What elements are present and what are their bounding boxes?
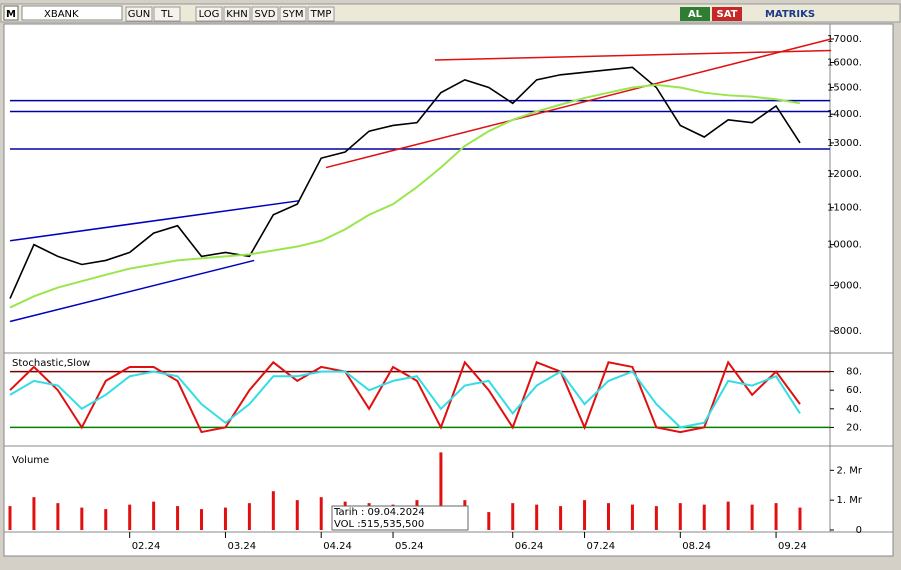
- trend-line: [325, 38, 832, 169]
- toolbar-button-label: SYM: [282, 9, 303, 20]
- series-line: [9, 66, 801, 299]
- toolbar-button[interactable]: [125, 6, 153, 22]
- volume-bar: [271, 491, 275, 530]
- y-tick-label: 20.: [846, 422, 862, 433]
- volume-bar: [56, 503, 60, 530]
- date-axis-bg: [3, 531, 894, 557]
- y-tick-label: 13000.: [827, 138, 862, 149]
- toolbar-button-label: SVD: [255, 9, 276, 20]
- buy-button[interactable]: [680, 7, 710, 21]
- tooltip-date: Tarih : 09.04.2024: [333, 507, 425, 518]
- x-tick-label: 06.24: [515, 541, 544, 552]
- y-tick-label: 14000.: [827, 109, 862, 120]
- volume-bar: [750, 504, 754, 530]
- volume-bar: [319, 497, 323, 530]
- volume-bar: [32, 497, 36, 530]
- y-tick-label: 60.: [846, 385, 862, 396]
- volume-bar: [654, 506, 658, 530]
- toolbar-button[interactable]: [251, 6, 279, 22]
- buy-label: AL: [688, 9, 703, 20]
- y-tick-label: 12000.: [827, 169, 862, 180]
- volume-bar: [104, 509, 108, 530]
- trend-line: [9, 199, 300, 242]
- tooltip-volume: VOL :515,535,500: [334, 519, 424, 530]
- trend-line: [434, 49, 832, 61]
- toolbar-button[interactable]: [195, 6, 223, 22]
- y-tick-label: 16000.: [827, 57, 862, 68]
- logo-box: [3, 5, 19, 21]
- toolbar-button-label: KHN: [226, 9, 248, 20]
- y-tick-label: 1. Mr: [837, 495, 863, 506]
- volume-bar: [80, 507, 84, 530]
- toolbar-buttons: GUN TL LOG KHN SVD SYM TMP: [125, 6, 335, 22]
- series-line: [9, 360, 801, 434]
- sell-label: SAT: [717, 9, 738, 20]
- y-tick-label: 15000.: [827, 82, 862, 93]
- volume-bar: [798, 507, 802, 530]
- pane-title: Volume: [12, 455, 49, 466]
- y-tick-label: 2. Mr: [837, 465, 863, 476]
- y-tick-label: 17000.: [827, 34, 862, 45]
- trend-line: [9, 259, 255, 323]
- x-tick-label: 04.24: [323, 541, 352, 552]
- volume-bar: [200, 509, 204, 530]
- volume-bar: [702, 504, 706, 530]
- toolbar-button-label: TL: [160, 9, 173, 20]
- plot-bg: [3, 23, 894, 533]
- y-tick-label: 10000.: [827, 240, 862, 251]
- series-line: [9, 370, 801, 429]
- volume-bar: [295, 500, 299, 530]
- toolbar-button[interactable]: [153, 6, 181, 22]
- logo: M: [6, 9, 16, 20]
- y-tick-label: 0: [856, 525, 862, 536]
- volume-bar: [8, 506, 12, 530]
- volume-bar: [247, 503, 251, 530]
- volume-bar: [678, 503, 682, 530]
- toolbar-button-label: GUN: [128, 9, 151, 20]
- x-tick-label: 02.24: [132, 541, 161, 552]
- brand: MATRIKS: [765, 9, 815, 20]
- pane-title: Stochastic,Slow: [12, 358, 90, 369]
- toolbar-button[interactable]: [279, 6, 307, 22]
- volume-bar: [535, 504, 539, 530]
- toolbar-button-label: TMP: [310, 9, 332, 20]
- x-tick-label: 09.24: [778, 541, 807, 552]
- x-tick-label: 03.24: [227, 541, 256, 552]
- volume-bar: [726, 501, 730, 530]
- tooltip-box: [331, 505, 469, 531]
- symbol-box[interactable]: [21, 5, 123, 21]
- y-tick-label: 80.: [846, 367, 862, 378]
- x-tick-label: 07.24: [587, 541, 616, 552]
- volume-bar: [176, 506, 180, 530]
- volume-bar: [152, 501, 156, 530]
- x-tick-label: 08.24: [682, 541, 711, 552]
- x-tick-label: 05.24: [395, 541, 424, 552]
- symbol: XBANK: [44, 9, 79, 20]
- y-tick-label: 40.: [846, 404, 862, 415]
- volume-bar: [630, 504, 634, 530]
- volume-bar: [223, 507, 227, 530]
- sell-button[interactable]: [712, 7, 742, 21]
- volume-bar: [606, 503, 610, 530]
- volume-bar: [128, 504, 132, 530]
- series-line: [9, 83, 801, 309]
- y-tick-label: 11000.: [827, 203, 862, 214]
- volume-bar: [583, 500, 587, 530]
- volume-bar: [487, 512, 491, 530]
- toolbar-button-label: LOG: [199, 9, 220, 20]
- volume-bar: [559, 506, 563, 530]
- toolbar-button[interactable]: [223, 6, 251, 22]
- y-tick-label: 8000.: [833, 326, 862, 337]
- y-tick-label: 9000.: [833, 280, 862, 291]
- toolbar-button[interactable]: [307, 6, 335, 22]
- volume-bar: [439, 452, 443, 530]
- volume-bar: [774, 503, 778, 530]
- volume-bar: [511, 503, 515, 530]
